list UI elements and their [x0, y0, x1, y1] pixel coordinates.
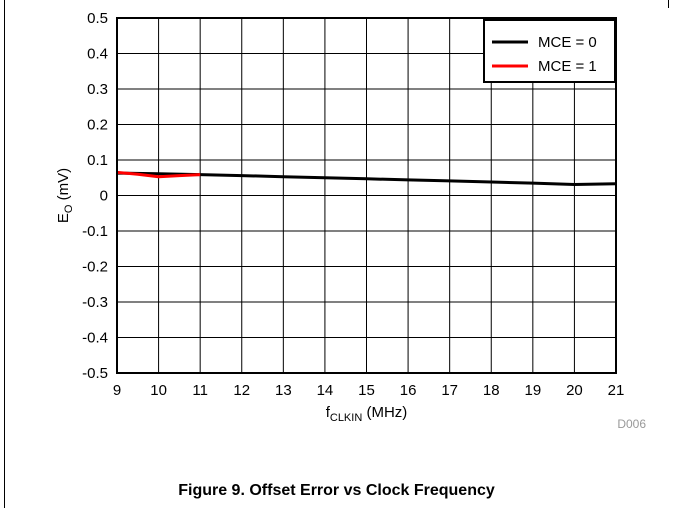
y-tick-label: -0.1: [82, 223, 108, 240]
x-tick-label: 20: [566, 382, 583, 399]
legend-box: [483, 19, 616, 83]
y-tick-labels: 0.5 0.4 0.3 0.2 0.1 0 -0.1 -0.2 -0.3 -0.4 -0.5: [82, 10, 108, 382]
plot-area-border: [116, 17, 617, 374]
y-tick-label: 0.5: [87, 10, 108, 27]
x-tick-label: 18: [483, 382, 500, 399]
x-tick-label: 9: [113, 382, 121, 399]
y-tick-label: 0.4: [87, 46, 108, 63]
y-tick-label: -0.4: [82, 330, 108, 347]
x-axis-label: fCLKIN (MHz): [326, 404, 408, 424]
x-tick-label: 17: [441, 382, 458, 399]
figure-code: D006: [617, 417, 646, 431]
y-tick-label: 0.1: [87, 152, 108, 169]
series-lines: [116, 170, 617, 186]
x-tick-label: 14: [317, 382, 334, 399]
figure-caption: Figure 9. Offset Error vs Clock Frequenc…: [178, 482, 495, 499]
page-border-left: [4, 0, 5, 508]
x-tick-label: 11: [192, 382, 208, 399]
y-tick-label: 0: [100, 188, 108, 205]
x-tick-label: 10: [150, 382, 167, 399]
y-tick-label: -0.3: [82, 294, 108, 311]
x-tick-label: 15: [358, 382, 375, 399]
y-tick-label: -0.5: [82, 365, 108, 382]
legend-label: MCE = 1: [538, 58, 597, 75]
y-tick-label: 0.2: [87, 117, 108, 134]
y-tick-label: 0.3: [87, 81, 108, 98]
y-axis-label: EO (mV): [55, 168, 75, 223]
chart-legend: MCE = 0 MCE = 1: [483, 19, 616, 83]
x-tick-label: 12: [233, 382, 250, 399]
x-tick-label: 19: [524, 382, 541, 399]
series-line-mce-1: [116, 170, 201, 179]
y-tick-label: -0.2: [82, 259, 108, 276]
x-tick-labels: 9 10 11 12 13 14 15 16 17 18 19 20 21: [113, 382, 625, 399]
x-tick-label: 21: [608, 382, 625, 399]
x-tick-label: 16: [400, 382, 417, 399]
x-tick-label: 13: [275, 382, 292, 399]
legend-label: MCE = 0: [538, 34, 597, 51]
page-border-right: [668, 0, 669, 8]
